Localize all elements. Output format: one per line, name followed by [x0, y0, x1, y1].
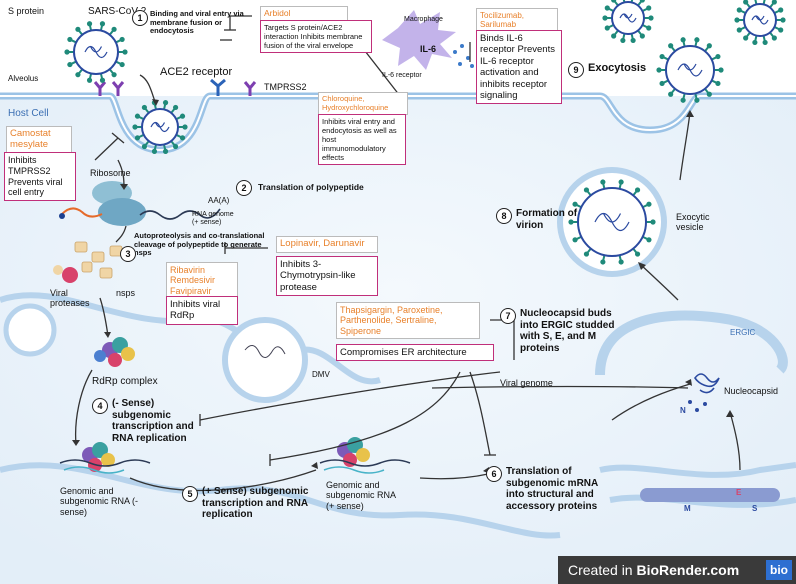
footer-brand: BioRender.com [636, 562, 740, 578]
rdrp-complex-shape [94, 337, 135, 367]
ergic-membrane [595, 310, 788, 376]
n-protein-label: N [680, 406, 686, 415]
ace2-receptor-shape [210, 78, 226, 96]
ergic-label: ERGIC [730, 328, 756, 337]
n-protein-dots [688, 400, 707, 412]
viral-protease-shapes [53, 265, 78, 283]
step-7-text: Nucleocapsid buds into ERGIC studded wit… [520, 308, 615, 354]
m-protein-label: M [684, 504, 691, 513]
drug-tocilizumab: Tocilizumab, Sarilumab [476, 8, 558, 33]
rna-plus-strands [319, 459, 411, 467]
il6-receptor-label: IL-6 receptor [382, 72, 422, 79]
viral-proteases-label: Viral proteases [50, 288, 90, 309]
step-3-number: 3 [120, 246, 136, 262]
drug-ribavirin: Ribavirin Remdesivir Favipiravir [166, 262, 238, 300]
sars-cov-2-label: SARS-CoV-2 [88, 6, 147, 17]
host-cell-cytoplasm [0, 96, 796, 584]
drug-lopinavir: Lopinavir, Darunavir [276, 236, 378, 253]
mechanism-chloroquine: Inhibits viral entry and endocytosis as … [318, 114, 406, 165]
nucleocapsid-label: Nucleocapsid [724, 386, 779, 396]
er-membrane [0, 462, 561, 539]
er-membrane [0, 292, 381, 385]
mechanism-camostat: Inhibits TMPRSS2 Prevents viral cell ent… [4, 152, 76, 202]
ace2-receptor-label: ACE2 receptor [160, 66, 233, 78]
mechanism-lopinavir: Inhibits 3-Chymotrypsin-like protease [276, 256, 378, 297]
mechanism-arbidol: Targets S protein/ACE2 interaction Inhib… [260, 20, 372, 53]
host-cell-label: Host Cell [8, 108, 49, 119]
exocytic-vesicle-label: Exocytic vesicle [676, 212, 710, 233]
step-2-number: 2 [236, 180, 252, 196]
alveolus-label: Alveolus [8, 74, 39, 83]
er-protein-membrane [640, 488, 780, 502]
dmv-label: DMV [312, 370, 330, 379]
rna-minus-strands [59, 459, 151, 467]
step-8-number: 8 [496, 208, 512, 224]
macrophage-label: Macrophage [404, 16, 443, 23]
mrna-strand [139, 208, 221, 220]
dmv-vesicle-small [3, 303, 57, 357]
polypeptide-chain [61, 207, 103, 218]
plasma-membrane-inner [0, 95, 796, 152]
il6-dots [453, 44, 474, 68]
genomic-minus-label: Genomic and subgenomic RNA (- sense) [60, 486, 139, 517]
er-membrane [599, 462, 796, 478]
footer-prefix: Created in [568, 562, 637, 578]
receptor-pair-left [93, 81, 125, 96]
polypeptide-start [59, 213, 65, 219]
autoproteolysis-label: Autoproteolysis and co-translational cle… [134, 231, 265, 258]
nsps-shapes [74, 241, 123, 279]
mechanism-ribavirin: Inhibits viral RdRp [166, 296, 238, 325]
step-6-number: 6 [486, 466, 502, 482]
s-protein-small-label: S [752, 504, 758, 513]
tmprss2-label: TMPRSS2 [264, 82, 307, 92]
step-6-text: Translation of subgenomic mRNA into stru… [506, 466, 598, 512]
step-9-text: Exocytosis [588, 62, 647, 74]
step-2-text: Translation of polypeptide [258, 182, 364, 192]
viral-genome-label: Viral genome [500, 378, 553, 388]
genomic-plus-label: Genomic and subgenomic RNA (+ sense) [326, 480, 396, 511]
drug-chloroquine: Chloroquine, Hydroxychloroquine [318, 92, 408, 116]
dmv-rna [244, 345, 286, 358]
virion-released-1 [602, 0, 654, 44]
virion-endosome [132, 100, 188, 154]
step-5-number: 5 [182, 486, 198, 502]
il6-label: IL-6 [420, 44, 437, 54]
drug-camostat: Camostat mesylate [6, 126, 72, 154]
nucleocapsid-shape [694, 373, 720, 394]
mechanism-thapsigargin: Compromises ER architecture [336, 344, 494, 362]
virion-released-2 [656, 37, 724, 103]
biorender-footer: Created in BioRender.com bio [558, 556, 796, 584]
rna-plus-strands-2 [323, 466, 385, 474]
step-5-text: (+ Sense) subgenomic transcription and R… [202, 486, 309, 520]
nsps-label: nsps [116, 288, 136, 298]
inhibition-lines [94, 15, 515, 466]
step-1-text: Binding and viral entry via membrane fus… [150, 9, 244, 36]
dmv-vesicle [222, 317, 308, 403]
ribosome-label: Ribosome [90, 168, 131, 178]
rna-genome-label: RNA genome (+ sense) [192, 211, 234, 227]
virion-extracellular [64, 21, 128, 83]
biorender-logo: bio [766, 560, 792, 580]
virion-exocytic-vesicle [568, 179, 656, 265]
step-4-text: (- Sense) subgenomic transcription and R… [112, 398, 194, 444]
step-8-text: Formation of virion [516, 208, 578, 231]
step-1-number: 1 [132, 10, 148, 26]
aaa-label: AA(A) [208, 196, 230, 205]
footer-text: Created in BioRender.com [568, 556, 739, 584]
rdrp-complex-label: RdRp complex [92, 376, 158, 387]
macrophage-cell [382, 10, 456, 70]
step-7-number: 7 [500, 308, 516, 324]
step-9-number: 9 [568, 62, 584, 78]
mechanism-tocilizumab: Binds IL-6 receptor Prevents IL-6 recept… [476, 30, 562, 105]
virion-released-3 [734, 0, 786, 46]
step-4-number: 4 [92, 398, 108, 414]
e-protein-label: E [736, 488, 742, 497]
rna-minus-strands-2 [63, 466, 125, 474]
tmprss2-shape [243, 81, 257, 96]
drug-thapsigargin: Thapsigargin, Paroxetine, Parthenolide, … [336, 302, 480, 340]
s-protein-label: S protein [8, 6, 45, 16]
